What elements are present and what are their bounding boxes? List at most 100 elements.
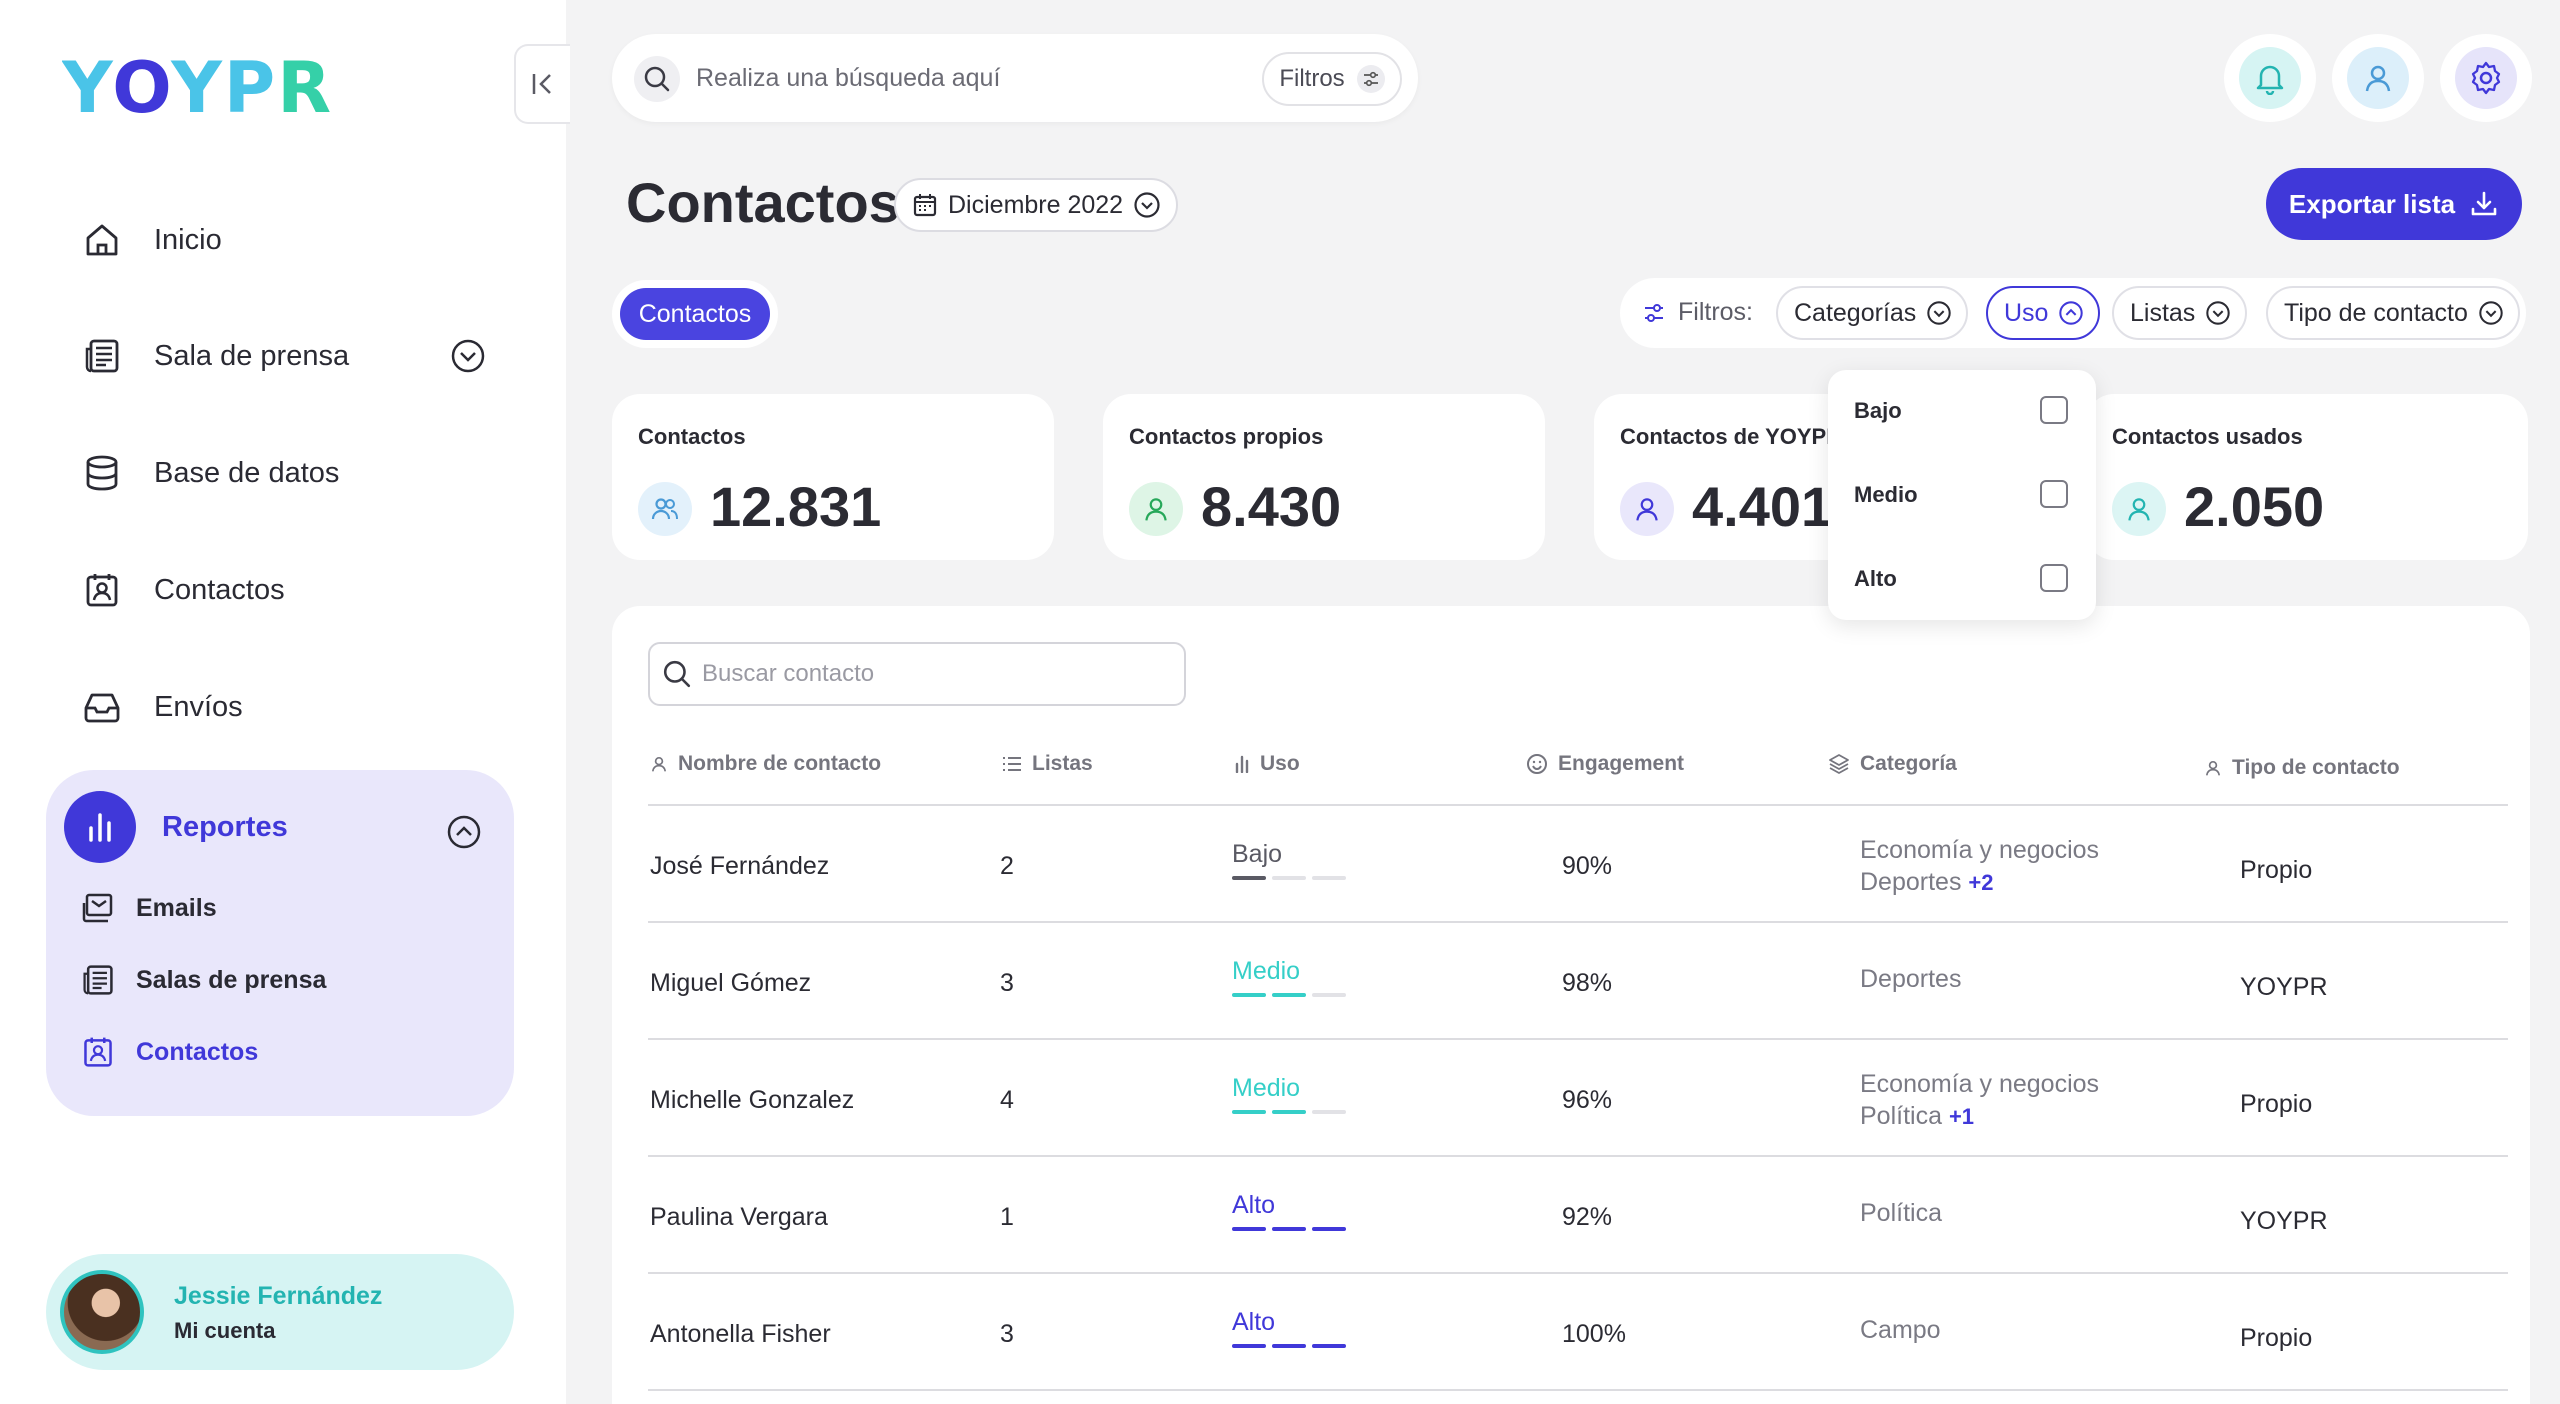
uso-option-alto-label: Alto bbox=[1854, 566, 1897, 591]
column-header-label: Categoría bbox=[1860, 752, 1957, 775]
sidebar-item-inicio[interactable]: Inicio bbox=[80, 210, 222, 270]
sidebar-subitem-salas-de-prensa[interactable]: Salas de prensa bbox=[80, 962, 326, 998]
column-header-nombre[interactable]: Nombre de contacto bbox=[650, 752, 881, 776]
chevron-down-icon bbox=[1926, 300, 1952, 326]
uso-option-alto-checkbox[interactable] bbox=[2040, 564, 2068, 592]
table-row[interactable]: José Fernández 2 Bajo 90% Economía y negocio… bbox=[648, 806, 2508, 923]
category-secondary-label: Política bbox=[1860, 1102, 1942, 1130]
contact-type: Propio bbox=[2240, 1090, 2313, 1118]
category-more-badge[interactable]: +1 bbox=[1948, 1104, 1975, 1129]
filter-categorias[interactable]: Categorías bbox=[1776, 286, 1969, 340]
table-row[interactable]: Michelle Gonzalez 4 Medio 96% Economía y neg… bbox=[648, 1040, 2508, 1157]
search-filters-button[interactable]: Filtros bbox=[1262, 52, 1402, 106]
stat-title: Contactos bbox=[638, 424, 746, 449]
category-primary: Economía y negocios bbox=[1860, 836, 2100, 864]
contact-type: YOYPR bbox=[2240, 1207, 2328, 1235]
home-icon bbox=[80, 218, 124, 262]
category-more-badge[interactable]: +2 bbox=[1968, 870, 1994, 895]
column-header-listas[interactable]: Listas bbox=[1002, 752, 1093, 776]
bar-chart-icon bbox=[1234, 755, 1250, 773]
contact-type: YOYPR bbox=[2240, 973, 2328, 1001]
uso-label: Alto bbox=[1232, 1308, 1276, 1336]
column-header-engagement[interactable]: Engagement bbox=[1526, 752, 1684, 776]
engagement-value: 96% bbox=[1562, 1086, 1613, 1114]
stat-title: Contactos usados bbox=[2112, 424, 2303, 449]
uso-level-bar bbox=[1272, 1344, 1306, 1348]
sidebar-item-base-de-datos[interactable]: Base de datos bbox=[80, 443, 339, 503]
user-icon bbox=[2112, 482, 2166, 536]
list-icon bbox=[1002, 755, 1022, 773]
date-picker-value: Diciembre 2022 bbox=[948, 190, 1124, 219]
filter-listas[interactable]: Listas bbox=[2112, 286, 2248, 340]
user-icon bbox=[1129, 482, 1183, 536]
uso-option-bajo-checkbox[interactable] bbox=[2040, 396, 2068, 424]
uso-label: Medio bbox=[1232, 1074, 1301, 1102]
contact-name[interactable]: Paulina Vergara bbox=[650, 1203, 828, 1231]
filter-tipo-de-contacto[interactable]: Tipo de contacto bbox=[2266, 286, 2520, 340]
sidebar-item-contactos[interactable]: Contactos bbox=[80, 560, 285, 620]
contact-lists: 3 bbox=[1000, 1320, 1014, 1348]
table-row[interactable]: Paulina Vergara 1 Alto 92% Política YOYPR bbox=[648, 1157, 2508, 1274]
svg-text:YOYPR: YOYPR bbox=[62, 52, 333, 122]
column-header-tipo[interactable]: Tipo de contacto bbox=[2204, 756, 2400, 780]
sidebar-subitem-emails[interactable]: Emails bbox=[80, 890, 217, 926]
sidebar-item-label: Inicio bbox=[154, 223, 222, 256]
export-list-button[interactable]: Exportar lista bbox=[2266, 168, 2522, 240]
sidebar-item-sala-de-prensa[interactable]: Sala de prensa bbox=[80, 326, 500, 386]
contact-name[interactable]: Antonella Fisher bbox=[650, 1320, 831, 1348]
chevron-down-icon[interactable] bbox=[450, 338, 486, 382]
contact-name[interactable]: Michelle Gonzalez bbox=[650, 1086, 855, 1114]
stat-value: 8.430 bbox=[1201, 475, 1342, 538]
sidebar: YOYPR Inicio Sala de prensa Base de dato… bbox=[0, 0, 570, 1404]
settings-button[interactable] bbox=[2440, 34, 2532, 122]
sidebar-subitem-contactos[interactable]: Contactos bbox=[80, 1034, 258, 1070]
category-primary: Economía y negocios bbox=[1860, 1070, 2100, 1098]
filter-label: Categorías bbox=[1794, 298, 1917, 327]
category-primary: Deportes bbox=[1860, 965, 1962, 993]
layers-icon bbox=[1828, 753, 1850, 775]
uso-level-bars bbox=[1232, 1110, 1346, 1114]
contact-name[interactable]: José Fernández bbox=[650, 852, 830, 880]
date-picker[interactable]: Diciembre 2022 bbox=[894, 178, 1178, 232]
stat-value: 4.401 bbox=[1692, 475, 1833, 538]
page-title: Contactos bbox=[626, 171, 900, 234]
table-row[interactable]: Miguel Gómez 3 Medio 98% Deportes YOYPR bbox=[648, 923, 2508, 1040]
contact-name[interactable]: Miguel Gómez bbox=[650, 969, 812, 997]
column-header-label: Nombre de contacto bbox=[678, 752, 882, 775]
uso-option-medio-label: Medio bbox=[1854, 482, 1918, 507]
gear-icon bbox=[2455, 47, 2517, 109]
profile-button[interactable] bbox=[2332, 34, 2424, 122]
column-header-uso[interactable]: Uso bbox=[1234, 752, 1300, 776]
category-secondary: Política +1 bbox=[1860, 1102, 1974, 1131]
account-card[interactable]: Jessie Fernández Mi cuenta bbox=[46, 1254, 514, 1370]
avatar bbox=[60, 1270, 144, 1354]
contact-search-input[interactable] bbox=[702, 660, 1162, 688]
uso-option-medio-checkbox[interactable] bbox=[2040, 480, 2068, 508]
column-header-categoria[interactable]: Categoría bbox=[1828, 752, 1957, 776]
uso-filter-dropdown: Bajo Medio Alto bbox=[1828, 370, 2096, 620]
sidebar-item-reportes[interactable]: Reportes bbox=[64, 791, 288, 863]
uso-level-bar bbox=[1272, 876, 1306, 880]
collapse-sidebar-button[interactable] bbox=[514, 44, 570, 124]
global-search-input[interactable] bbox=[696, 54, 1216, 102]
chevron-up-icon[interactable] bbox=[446, 814, 482, 855]
uso-level-bar bbox=[1232, 876, 1266, 880]
table-row[interactable]: Antonella Fisher 3 Alto 100% Campo Propio bbox=[648, 1274, 2508, 1391]
sidebar-item-label: Base de datos bbox=[154, 456, 340, 489]
sidebar-item-label: Contactos bbox=[154, 573, 285, 606]
sidebar-item-envios[interactable]: Envíos bbox=[80, 677, 243, 737]
filter-uso[interactable]: Uso bbox=[1986, 286, 2101, 340]
yoypr-logo[interactable]: YOYPR bbox=[62, 52, 342, 122]
contact-search-field[interactable] bbox=[648, 642, 1186, 706]
column-header-label: Tipo de contacto bbox=[2232, 756, 2400, 779]
uso-level-bar bbox=[1232, 993, 1266, 997]
contact-lists: 1 bbox=[1000, 1203, 1014, 1231]
user-icon bbox=[2347, 47, 2409, 109]
contact-type: Propio bbox=[2240, 1324, 2313, 1352]
uso-label: Medio bbox=[1232, 957, 1301, 985]
notifications-button[interactable] bbox=[2224, 34, 2316, 122]
contact-lists: 4 bbox=[1000, 1086, 1014, 1114]
tab-contactos[interactable]: Contactos bbox=[620, 288, 770, 340]
newspaper-icon bbox=[80, 962, 116, 998]
stat-value: 2.050 bbox=[2184, 475, 2325, 538]
